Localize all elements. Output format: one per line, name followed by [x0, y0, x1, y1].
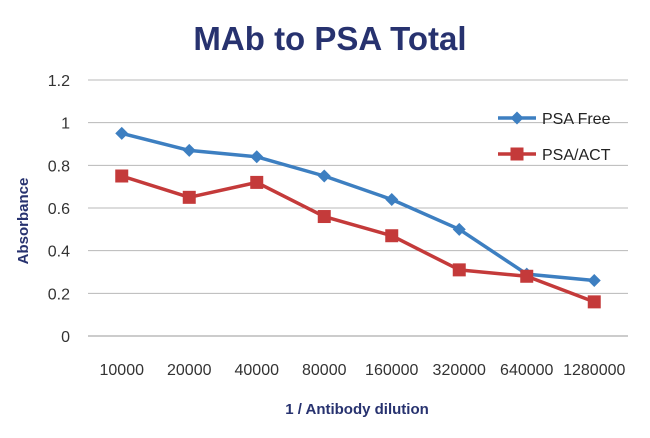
y-axis-label: Absorbance [15, 178, 32, 265]
data-point [182, 190, 196, 204]
legend-marker [510, 111, 524, 125]
x-tick-label: 640000 [500, 362, 553, 379]
data-point [385, 192, 399, 206]
y-tick-label: 0.2 [48, 286, 70, 303]
legend-label: PSA/ACT [542, 147, 611, 164]
data-point [452, 222, 466, 236]
x-tick-label: 80000 [302, 362, 347, 379]
y-tick-label: 0.8 [48, 158, 70, 175]
x-tick-labels: 10000 20000 40000 80000 160000 320000 640000 12… [100, 362, 626, 379]
x-tick-label: 40000 [235, 362, 280, 379]
data-point [250, 175, 264, 189]
data-point [452, 263, 466, 277]
data-point [587, 274, 601, 288]
legend-item: PSA Free [498, 111, 611, 128]
data-point [520, 269, 534, 283]
data-point [115, 169, 129, 183]
legend-marker [510, 147, 524, 161]
data-point [182, 143, 196, 157]
series-layer [115, 126, 601, 309]
x-tick-label: 320000 [433, 362, 486, 379]
x-tick-label: 160000 [365, 362, 418, 379]
data-point [317, 169, 331, 183]
legend-item: PSA/ACT [498, 147, 611, 164]
y-tick-label: 0.6 [48, 201, 70, 218]
chart-title: MAb to PSA Total [193, 20, 466, 57]
data-point [317, 210, 331, 224]
legend: PSA Free PSA/ACT [498, 111, 611, 164]
data-point [115, 126, 129, 140]
y-tick-label: 0 [61, 329, 70, 346]
data-point [587, 295, 601, 309]
series-line [121, 174, 595, 304]
y-tick-label: 1 [61, 116, 70, 133]
gridlines [88, 79, 628, 337]
x-axis-label: 1 / Antibody dilution [285, 401, 429, 418]
x-tick-label: 20000 [167, 362, 212, 379]
series-psa-free [115, 126, 601, 288]
legend-label: PSA Free [542, 111, 611, 128]
series-psa-act [115, 169, 601, 309]
y-tick-label: 1.2 [48, 73, 70, 90]
y-tick-labels: 0 0.2 0.4 0.6 0.8 1 1.2 [48, 73, 70, 346]
series-line [121, 131, 595, 283]
x-tick-label: 1280000 [563, 362, 625, 379]
data-point [250, 150, 264, 164]
x-tick-label: 10000 [100, 362, 145, 379]
y-tick-label: 0.4 [48, 244, 70, 261]
data-point [385, 229, 399, 243]
